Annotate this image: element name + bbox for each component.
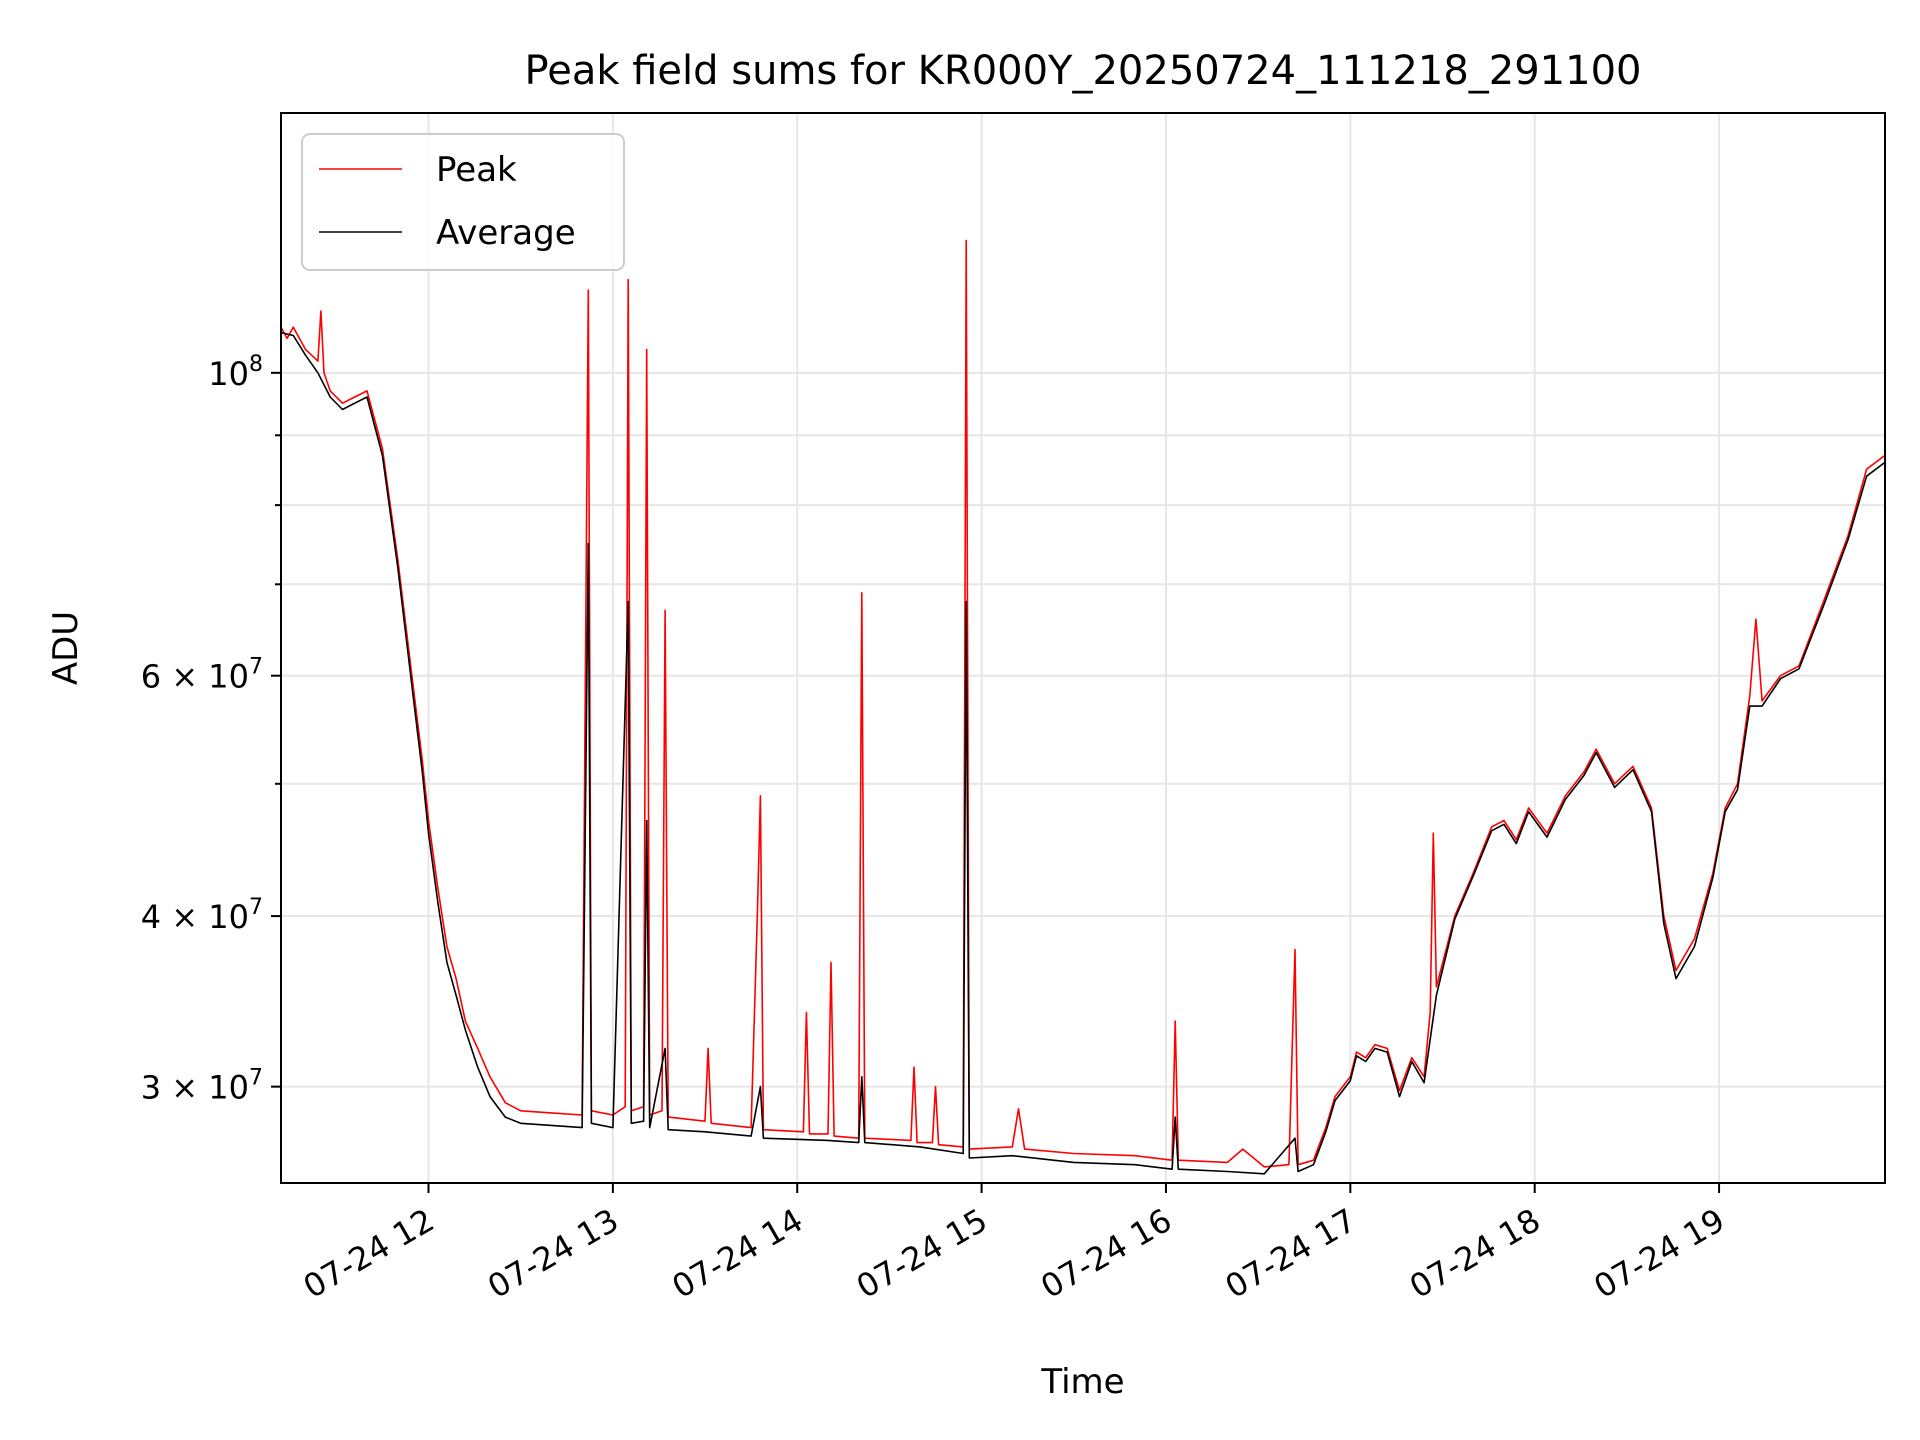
y-tick-label-exponent: 7	[249, 655, 263, 680]
y-axis-label: ADU	[46, 611, 86, 685]
legend-box	[301, 133, 625, 271]
y-tick-label-base: 6 × 10	[141, 658, 249, 696]
y-tick-label: 3 × 107	[141, 1066, 263, 1107]
x-axis-label: Time	[1040, 1362, 1124, 1402]
plot-area	[281, 239, 1885, 1175]
y-tick-label: 108	[208, 352, 263, 393]
y-tick-label-base: 4 × 10	[141, 898, 249, 936]
y-tick-label-base: 3 × 10	[141, 1069, 249, 1107]
grid	[281, 113, 1885, 1183]
y-tick-label-base: 10	[208, 355, 249, 393]
plot-frame	[280, 112, 1886, 1184]
y-tick-label-exponent: 7	[249, 895, 263, 920]
legend-label-peak: Peak	[436, 150, 517, 190]
legend: Peak Average	[301, 133, 625, 271]
chart-title: Peak field sums for KR000Y_20250724_1112…	[525, 48, 1642, 94]
y-tick-label: 6 × 107	[141, 655, 263, 696]
y-tick-label: 4 × 107	[141, 895, 263, 936]
y-tick-label-exponent: 8	[249, 352, 263, 377]
series-line-average	[281, 331, 1885, 1175]
y-tick-label-exponent: 7	[249, 1066, 263, 1091]
series-line-peak	[281, 239, 1885, 1168]
legend-label-average: Average	[436, 213, 576, 253]
